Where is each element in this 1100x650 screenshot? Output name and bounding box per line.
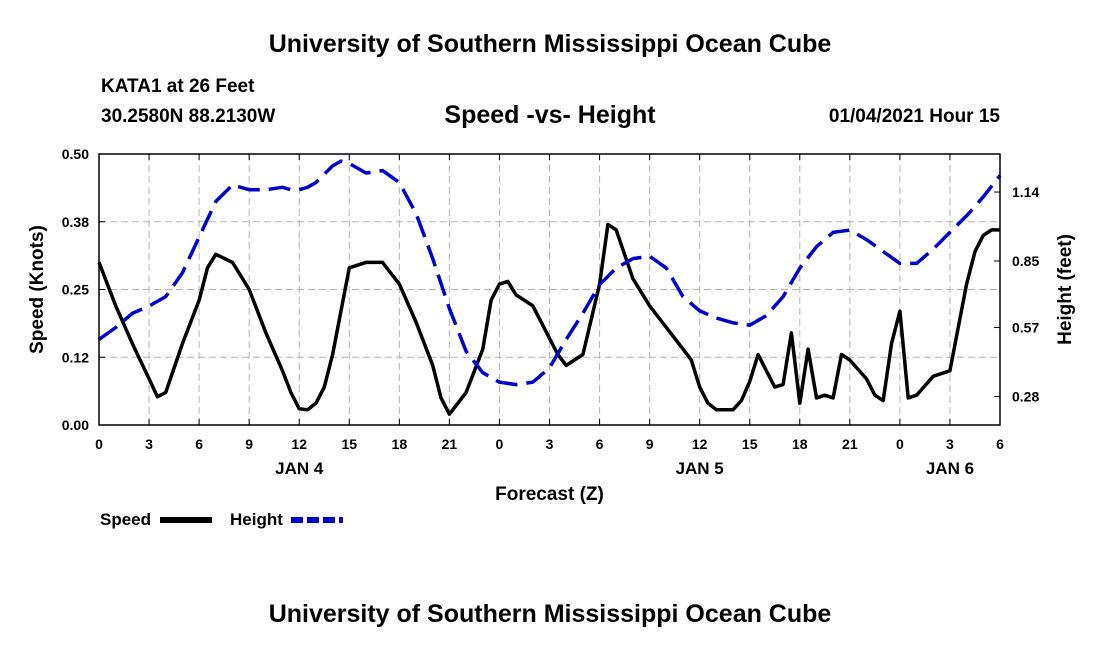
x-tick-label: 3 [546,436,554,452]
x-tick-label: 0 [95,436,103,452]
chart-title: University of Southern Mississippi Ocean… [268,30,832,58]
plot-subtitle: Speed -vs- Height [444,101,656,129]
x-tick-label: 21 [442,436,458,452]
datetime-label: 01/04/2021 Hour 15 [828,106,1000,127]
x-tick-label: 12 [291,436,307,452]
y-right-tick-label: 0.28 [1012,388,1039,404]
x-tick-label: 9 [646,436,654,452]
x-tick-label: 0 [496,436,504,452]
y-axis-left-label: Speed (Knots) [27,225,48,354]
legend-height-label: Height [230,510,283,529]
y-left-tick-label: 0.12 [62,349,89,365]
x-tick-label: 0 [896,436,904,452]
y-right-tick-label: 0.85 [1012,253,1039,269]
legend-speed-label: Speed [100,510,151,529]
x-axis-label: Forecast (Z) [495,484,604,505]
x-tick-label: 15 [742,436,758,452]
x-tick-label: 3 [946,436,954,452]
footer-title: University of Southern Mississippi Ocean… [268,600,832,628]
x-tick-label: 9 [245,436,253,452]
y-right-tick-label: 1.14 [1012,184,1039,200]
legend: Speed Height [100,510,343,529]
series-lines [97,159,1002,416]
x-tick-label: 15 [341,436,357,452]
y-left-tick-label: 0.00 [62,417,89,433]
day-label: JAN 4 [275,459,324,478]
x-tick-label: 12 [692,436,708,452]
x-tick-label: 6 [996,436,1004,452]
axis-ticks: 0 3 6 9 12 15 18 21 0 3 6 9 12 15 18 21 0 3 6 JAN 4 JAN 5 JAN… [62,146,1040,478]
x-tick-label: 21 [842,436,858,452]
y-axis-right-label: Height (feet) [1055,234,1076,345]
x-tick-label: 18 [792,436,808,452]
x-tick-label: 6 [596,436,604,452]
day-label: JAN 5 [676,459,724,478]
day-label: JAN 6 [926,459,974,478]
grid [99,154,1000,425]
station-label: KATA1 at 26 Feet [101,76,255,97]
y-left-tick-label: 0.38 [62,214,89,230]
y-left-tick-label: 0.25 [62,282,89,298]
series-line-height [97,159,1002,387]
x-tick-label: 18 [392,436,408,452]
plot-frame [98,153,1001,426]
y-left-tick-label: 0.50 [62,146,89,162]
coordinates-label: 30.2580N 88.2130W [101,106,276,127]
y-right-tick-label: 0.57 [1012,320,1039,336]
x-tick-label: 6 [195,436,203,452]
x-tick-label: 3 [145,436,153,452]
